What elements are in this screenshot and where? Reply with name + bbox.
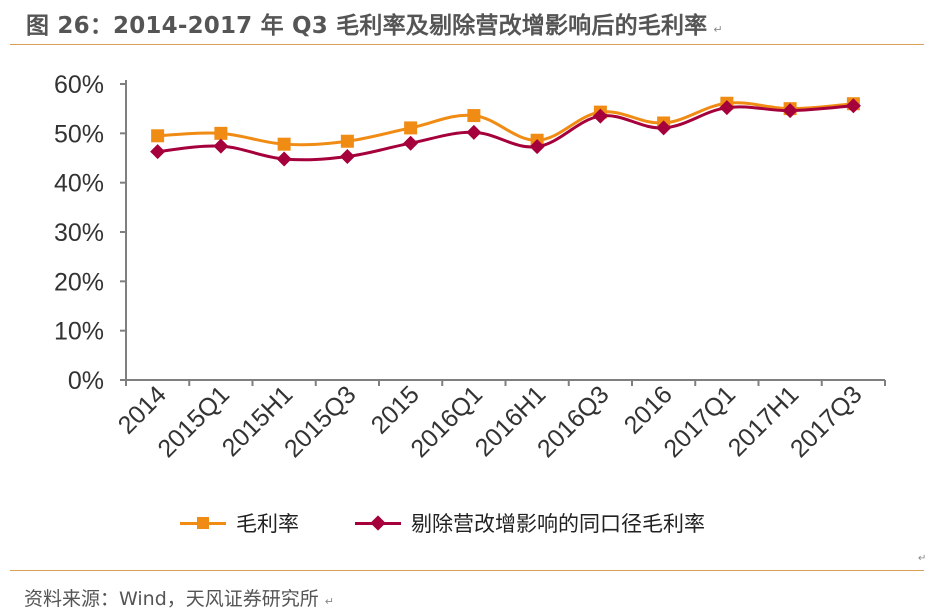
paragraph-mark-icon: ↵ [918, 553, 927, 564]
x-tick-label: 2017Q3 [785, 380, 868, 463]
x-tick-label: 2015Q1 [152, 380, 235, 463]
figure-title-text: 图 26：2014-2017 年 Q3 毛利率及剔除营改增影响后的毛利率 [26, 13, 708, 39]
data-point-diamond [213, 138, 229, 154]
x-tick-label: 2015Q3 [279, 380, 362, 463]
data-point-square [151, 129, 165, 143]
legend-swatch-gross-margin [180, 516, 226, 529]
paragraph-mark-icon: ↵ [324, 595, 334, 608]
y-tick-label: 0% [68, 367, 104, 395]
y-tick-label: 20% [54, 268, 104, 296]
source-divider [10, 570, 924, 571]
data-point-diamond [276, 151, 292, 167]
x-tick-label: 2015 [366, 380, 425, 439]
x-tick-label: 2016 [619, 380, 678, 439]
y-tick-label: 40% [54, 170, 104, 198]
data-point-diamond [466, 124, 482, 140]
data-point-diamond [529, 139, 545, 155]
legend-item-adjusted-margin: 剔除营改增影响的同口径毛利率 [355, 508, 705, 538]
source-text: 资料来源：Wind，天风证券研究所 [24, 588, 319, 610]
square-marker-icon [197, 516, 209, 529]
data-point-square [214, 126, 228, 140]
line-chart: 0%10%20%30%40%50%60%20142015Q12015H12015… [54, 71, 886, 463]
source-note: 资料来源：Wind，天风证券研究所 ↵ [24, 584, 334, 611]
data-point-diamond [150, 144, 166, 160]
data-point-square [404, 121, 418, 135]
y-tick-label: 50% [54, 120, 104, 148]
data-point-diamond [719, 100, 735, 116]
y-tick-label: 10% [54, 318, 104, 346]
data-point-diamond [782, 103, 798, 119]
data-point-diamond [656, 120, 672, 136]
y-tick-label: 30% [54, 219, 104, 247]
figure-title: 图 26：2014-2017 年 Q3 毛利率及剔除营改增影响后的毛利率 ↵ [26, 6, 723, 40]
data-point-square [340, 134, 354, 148]
x-tick-label: 2014 [113, 380, 172, 439]
series-line-1 [157, 101, 854, 147]
legend-swatch-adjusted-margin [355, 514, 401, 531]
y-tick-label: 60% [54, 71, 104, 99]
paragraph-mark-icon: ↵ [713, 23, 723, 36]
legend-label-adjusted-margin: 剔除营改增影响的同口径毛利率 [411, 512, 705, 536]
legend-item-gross-margin: 毛利率 [180, 508, 299, 538]
data-point-diamond [845, 98, 861, 114]
data-point-diamond [403, 135, 419, 151]
x-tick-label: 2016Q1 [405, 380, 488, 463]
title-divider [10, 44, 924, 45]
series-line-2 [157, 104, 854, 162]
data-point-diamond [592, 108, 608, 124]
data-point-diamond [339, 149, 355, 165]
chart-legend: 毛利率 剔除营改增影响的同口径毛利率 [0, 508, 931, 538]
diamond-marker-icon [370, 514, 386, 531]
data-point-square [467, 109, 481, 123]
legend-label-gross-margin: 毛利率 [236, 512, 299, 536]
data-point-square [277, 137, 291, 151]
x-tick-label: 2016Q3 [532, 380, 615, 463]
x-tick-label: 2017Q1 [658, 380, 741, 463]
